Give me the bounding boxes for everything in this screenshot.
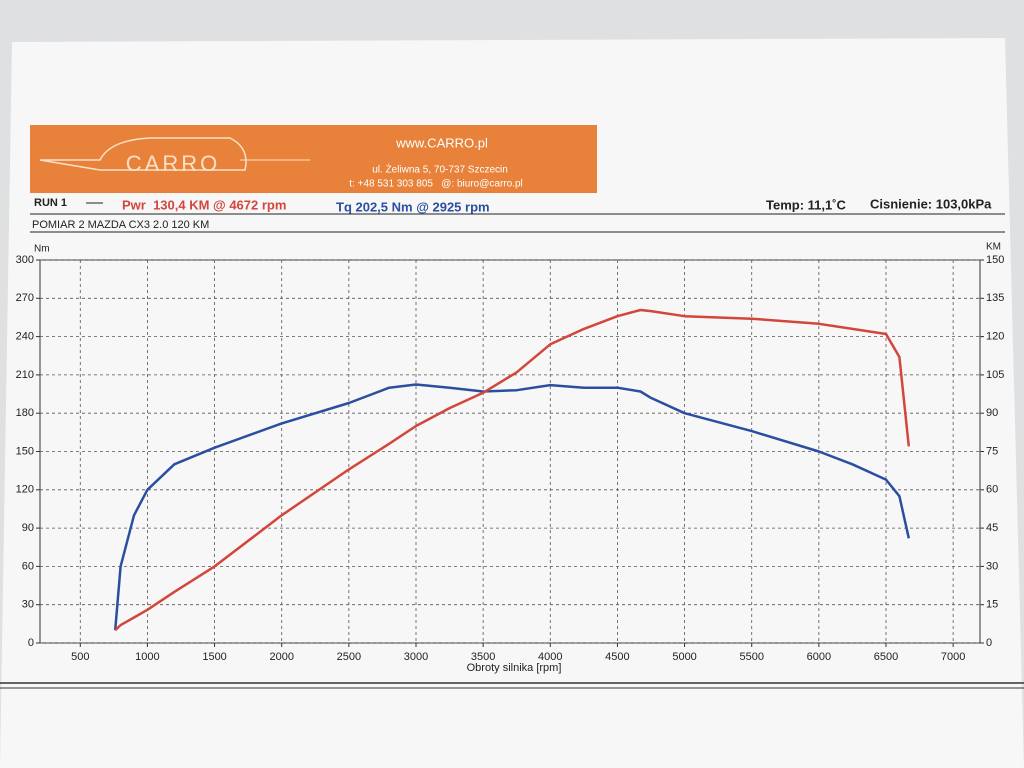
x-tick-label: 500 [71,651,89,663]
x-tick-label: 4000 [538,651,562,663]
y-tick-label: 30 [22,599,34,611]
x-tick-label: 1000 [135,651,159,663]
logo: CARRO [126,151,220,176]
x-tick-label: 3000 [404,651,428,663]
y2-tick-label: 135 [986,292,1004,304]
run-label: RUN 1 [34,197,67,209]
contact: t: +48 531 303 805 @: biuro@carro.pl [349,179,522,190]
x-tick-label: 6000 [807,651,831,663]
y2-tick-label: 45 [986,522,998,534]
paper [0,38,1024,768]
y2-tick-label: 150 [986,254,1004,266]
x-axis-label: Obroty silnika [rpm] [467,662,562,674]
y2-tick-label: 75 [986,445,998,457]
y2-tick-label: 105 [986,369,1004,381]
y2-tick-label: 60 [986,484,998,496]
x-tick-label: 5000 [672,651,696,663]
x-tick-label: 5500 [739,651,763,663]
address: ul. Żeliwna 5, 70-737 Szczecin [372,163,508,176]
y-tick-label: 180 [16,407,34,419]
y-tick-label: 240 [16,331,34,343]
y-tick-label: 120 [16,484,34,496]
power-peak: Pwr 130,4 KM @ 4672 rpm [122,197,286,212]
y-tick-label: 60 [22,560,34,572]
x-tick-label: 2500 [337,651,361,663]
y-tick-label: 0 [28,637,34,649]
y2-tick-label: 30 [986,560,998,572]
y-axis-label: Nm [34,244,50,255]
website: www.CARRO.pl [395,135,488,150]
y2-tick-label: 0 [986,637,992,649]
subtitle: POMIAR 2 MAZDA CX3 2.0 120 KM [32,219,209,231]
series-line [113,383,911,631]
x-tick-label: 4500 [605,651,629,663]
y2-tick-label: 15 [986,599,998,611]
series-line [114,308,911,632]
banner [30,125,597,193]
y-tick-label: 210 [16,369,34,381]
pressure: Cisnienie: 103,0kPa [870,196,992,211]
y-tick-label: 270 [16,292,34,304]
y2-tick-label: 90 [986,407,998,419]
x-tick-label: 6500 [874,651,898,663]
x-tick-label: 7000 [941,651,965,663]
logo-car [39,137,247,171]
y2-axis-label: KM [986,242,1001,253]
y2-tick-label: 120 [986,331,1004,343]
x-tick-label: 2000 [269,651,293,663]
torque-peak: Tq 202,5 Nm @ 2925 rpm [336,199,490,214]
y-tick-label: 300 [16,254,34,266]
y-tick-label: 150 [16,445,34,457]
y-tick-label: 90 [22,522,34,534]
temperature: Temp: 11,1˚C [766,197,847,212]
x-tick-label: 3500 [471,651,495,663]
x-tick-label: 1500 [202,651,226,663]
